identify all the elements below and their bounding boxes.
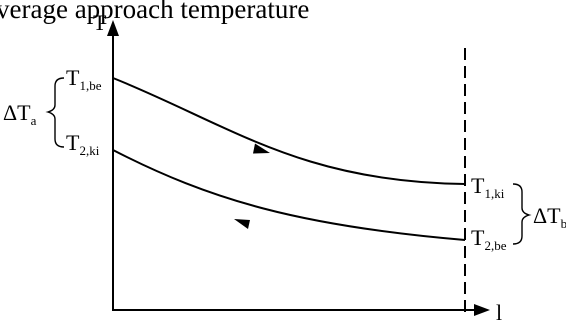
label-delta-t-a: ΔTa (3, 100, 37, 128)
hot-stream-curve (112, 77, 466, 185)
y-axis-label: T (93, 10, 107, 35)
left-brace (45, 77, 65, 148)
x-axis-arrowhead (474, 304, 490, 316)
label-t1-be: T1,be (66, 65, 102, 93)
right-brace (512, 183, 532, 245)
label-t2-be: T2,be (471, 225, 507, 253)
x-axis-label: l (496, 300, 502, 325)
label-t1-ki: T1,ki (471, 173, 505, 201)
diagram-caption: verage approach temperature (0, 0, 309, 24)
cold-stream-curve (112, 149, 466, 241)
y-axis-arrowhead (107, 20, 119, 36)
hot-stream-arrow (253, 143, 270, 154)
label-t2-ki: T2,ki (66, 130, 100, 158)
label-delta-t-b: ΔTb (533, 203, 566, 231)
cold-stream-arrow (234, 219, 250, 229)
